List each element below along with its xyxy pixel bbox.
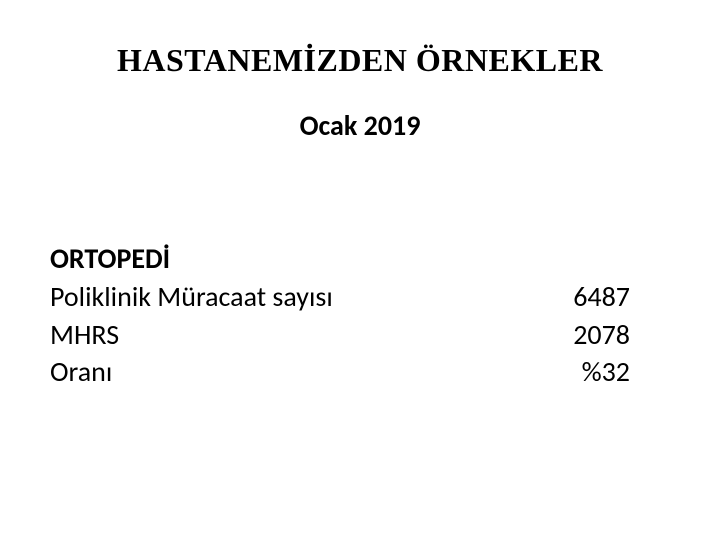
data-row: Oranı %32 (50, 353, 670, 391)
slide-title: HASTANEMİZDEN ÖRNEKLER (0, 42, 720, 79)
row-label: Poliklinik Müracaat sayısı (50, 278, 333, 316)
row-value: 6487 (550, 278, 670, 316)
row-value: 2078 (550, 316, 670, 354)
data-row: MHRS 2078 (50, 316, 670, 354)
body-block: ORTOPEDİ Poliklinik Müracaat sayısı 6487… (50, 240, 670, 391)
section-heading: ORTOPEDİ (50, 240, 670, 278)
row-label: MHRS (50, 316, 119, 354)
data-row: Poliklinik Müracaat sayısı 6487 (50, 278, 670, 316)
row-label: Oranı (50, 353, 112, 391)
row-value: %32 (550, 353, 670, 391)
slide: HASTANEMİZDEN ÖRNEKLER Ocak 2019 ORTOPED… (0, 0, 720, 540)
slide-subtitle: Ocak 2019 (0, 108, 720, 143)
